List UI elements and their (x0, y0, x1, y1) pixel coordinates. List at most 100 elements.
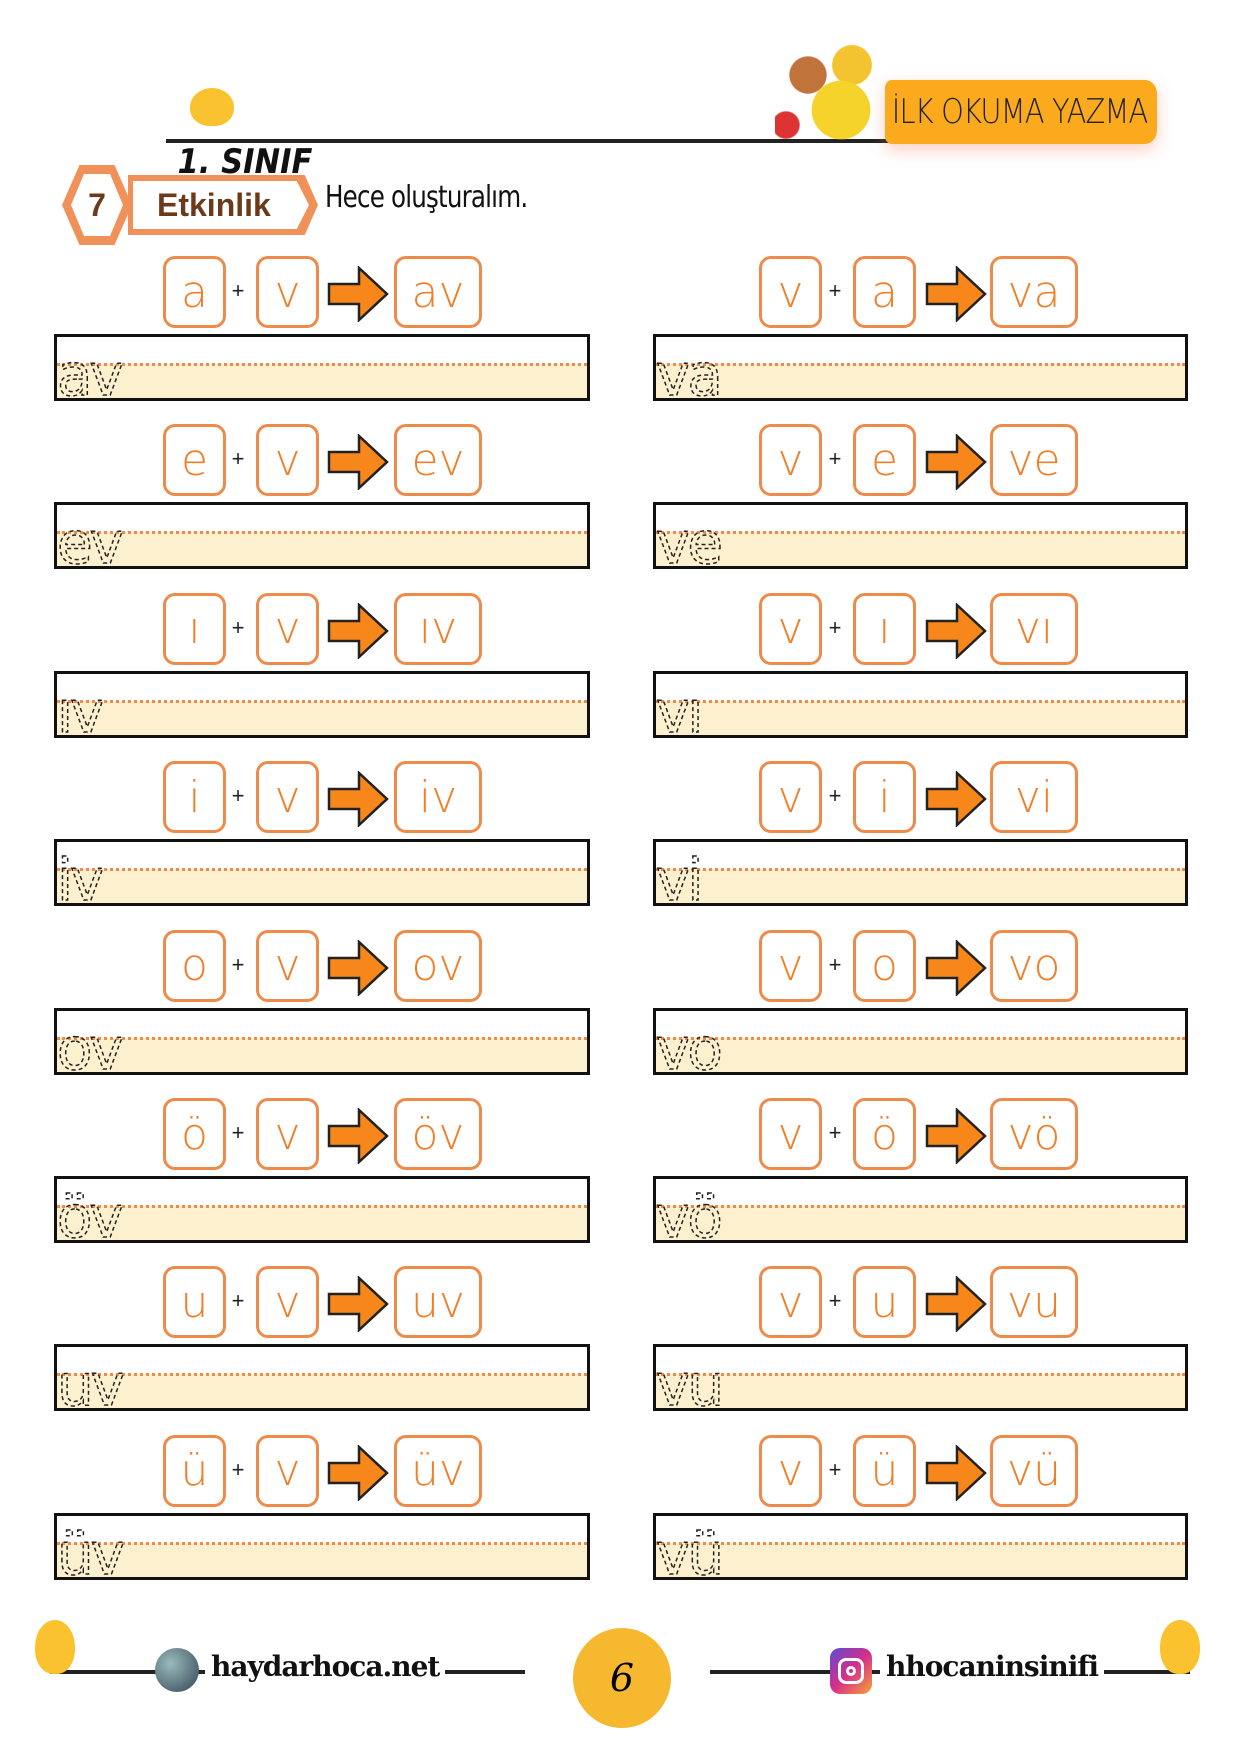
traced-syllable: ov (57, 1023, 126, 1075)
chick-icon (190, 88, 234, 126)
dotted-guide-line (57, 1373, 587, 1377)
dotted-guide-line (656, 363, 1185, 366)
writing-strip[interactable]: üv (54, 1512, 590, 1580)
writing-strip[interactable]: ov (54, 1007, 590, 1075)
kids-reading-illustration (775, 40, 885, 140)
syllable-result-box: vu (990, 1266, 1078, 1339)
writing-strip[interactable]: vü (653, 1512, 1188, 1580)
svg-text:öv: öv (57, 1191, 122, 1243)
plus-sign: + (828, 614, 842, 640)
svg-text:ve: ve (656, 517, 720, 569)
plus-sign: + (231, 1288, 245, 1314)
chick-icon (1160, 1620, 1200, 1674)
letter-box-first: o (163, 929, 226, 1002)
plus-sign: + (828, 951, 842, 977)
activity-number: 7 (71, 174, 123, 236)
writing-strip[interactable]: ve (653, 502, 1188, 570)
plus-sign: + (828, 1456, 842, 1482)
arrow-icon (327, 433, 389, 492)
letter-box-first: e (163, 424, 226, 497)
svg-text:uv: uv (57, 1359, 124, 1411)
traced-syllable: vo (656, 1023, 724, 1075)
writing-strip[interactable]: ev (54, 502, 590, 570)
traced-syllable: vö (656, 1191, 724, 1243)
svg-text:va: va (656, 349, 720, 401)
website-link[interactable]: haydarhoca.net (205, 1650, 446, 1683)
letter-box-second: v (256, 1098, 319, 1170)
letter-box-second: v (256, 1266, 319, 1339)
writing-strip[interactable]: iv (54, 839, 590, 907)
chick-icon (35, 1620, 75, 1674)
arrow-icon (925, 601, 987, 660)
svg-text:iv: iv (57, 854, 103, 906)
letter-box-second: v (256, 1434, 319, 1507)
writing-strip[interactable]: öv (54, 1176, 590, 1243)
svg-text:vo: vo (656, 1023, 720, 1075)
writing-strip[interactable]: vı (653, 670, 1188, 738)
writing-strip[interactable]: ıv (54, 670, 590, 738)
letter-box-second: v (256, 761, 319, 834)
syllable-result-box: vo (990, 929, 1078, 1002)
letter-box-second: v (256, 929, 319, 1002)
arrow-icon (925, 1275, 987, 1334)
writing-strip[interactable]: va (653, 334, 1188, 401)
syllable-result-box: üv (394, 1434, 482, 1507)
letter-box-first: v (759, 592, 822, 665)
writing-strip[interactable]: uv (54, 1344, 590, 1412)
dotted-guide-line (656, 1205, 1185, 1208)
syllable-result-box: öv (394, 1098, 482, 1170)
syllable-result-box: iv (394, 761, 482, 834)
arrow-icon (925, 265, 987, 323)
plus-sign: + (231, 278, 245, 303)
writing-strip[interactable]: vo (653, 1007, 1188, 1075)
arrow-icon (925, 433, 987, 492)
instruction: Hece oluşturalım. (325, 180, 528, 215)
letter-box-first: v (759, 1266, 822, 1339)
letter-box-second: u (853, 1266, 916, 1339)
activity-label-badge: Etkinlik (128, 175, 318, 235)
svg-text:vı: vı (656, 686, 700, 738)
traced-syllable: ev (57, 517, 126, 569)
traced-syllable: ıv (57, 686, 107, 738)
arrow-icon (925, 1107, 987, 1165)
dotted-guide-line (57, 1541, 587, 1545)
letter-box-first: v (759, 761, 822, 834)
writing-strip[interactable]: vu (653, 1344, 1188, 1412)
traced-syllable: öv (57, 1191, 126, 1243)
arrow-icon (327, 1443, 389, 1502)
svg-text:ıv: ıv (57, 686, 103, 738)
dotted-guide-line (57, 1205, 587, 1208)
letter-box-second: e (853, 424, 916, 497)
svg-text:ev: ev (57, 517, 123, 569)
syllable-result-box: ov (394, 929, 482, 1002)
plus-sign: + (828, 1120, 842, 1145)
letter-box-first: v (759, 929, 822, 1002)
writing-strip[interactable]: vi (653, 839, 1188, 907)
syllable-result-box: va (990, 256, 1078, 328)
writing-strip[interactable]: vö (653, 1176, 1188, 1243)
dotted-guide-line (656, 1036, 1185, 1040)
arrow-icon (327, 1275, 389, 1334)
syllable-result-box: vi (990, 761, 1078, 834)
dotted-guide-line (57, 868, 587, 872)
plus-sign: + (231, 783, 245, 809)
syllable-result-box: av (394, 256, 482, 328)
plus-sign: + (231, 1456, 245, 1482)
instagram-handle[interactable]: hhocaninsinifi (880, 1650, 1105, 1683)
letter-box-second: ı (853, 592, 916, 665)
traced-syllable: vi (656, 854, 704, 906)
syllable-result-box: uv (394, 1266, 482, 1339)
plus-sign: + (231, 1120, 245, 1145)
svg-text:vö: vö (656, 1191, 720, 1243)
syllable-result-box: vı (990, 592, 1078, 665)
svg-text:üv: üv (57, 1528, 124, 1580)
dotted-guide-line (57, 531, 587, 535)
arrow-icon (327, 265, 389, 323)
traced-syllable: av (57, 349, 126, 401)
traced-syllable: üv (57, 1528, 128, 1580)
writing-strip[interactable]: av (54, 334, 590, 401)
arrow-icon (925, 770, 987, 829)
letter-box-first: ü (163, 1434, 226, 1507)
traced-syllable: va (656, 349, 724, 401)
traced-syllable: uv (57, 1359, 128, 1411)
